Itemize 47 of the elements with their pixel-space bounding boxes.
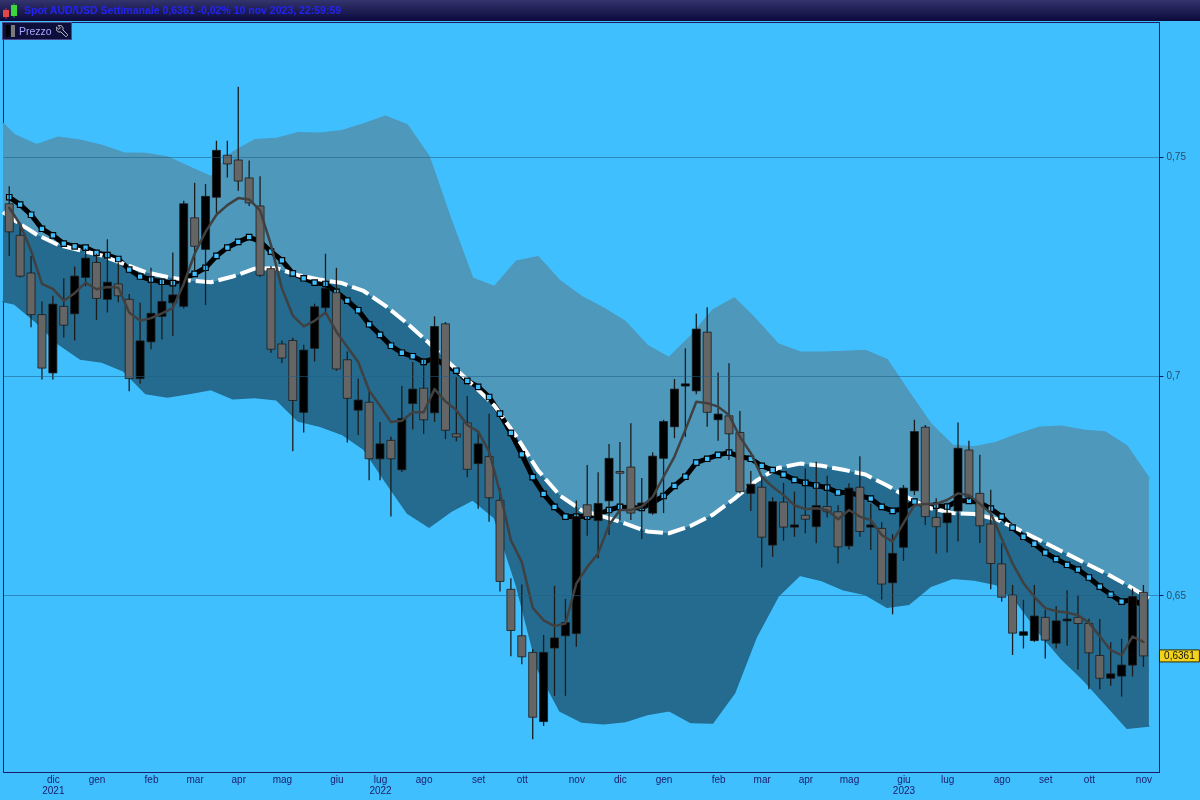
x-tick-label: lug bbox=[940, 773, 955, 785]
x-tick-label: mar bbox=[186, 773, 205, 785]
candlestick bbox=[233, 86, 243, 192]
y-tick-label: 0,75 bbox=[1166, 151, 1187, 163]
x-tick-label: ott bbox=[1083, 773, 1096, 785]
x-tick-label: dic bbox=[614, 773, 627, 785]
x-tick-label: ago bbox=[415, 773, 433, 785]
x-tick-label: mag bbox=[272, 773, 293, 785]
candlestick bbox=[1095, 618, 1105, 690]
x-tick-label: apr bbox=[231, 773, 247, 785]
x-tick-label: giu bbox=[330, 773, 344, 785]
x-tick-label: ago bbox=[993, 773, 1011, 785]
candlestick bbox=[451, 376, 461, 442]
candlestick bbox=[1106, 641, 1116, 687]
text: 0,6361 bbox=[1164, 649, 1196, 661]
candlestick bbox=[1019, 599, 1028, 650]
x-tick-label: set bbox=[472, 773, 486, 785]
x-tick-label: giu 2023 bbox=[892, 773, 916, 796]
x-tick-label: mag bbox=[839, 773, 860, 785]
candlestick bbox=[800, 467, 810, 534]
chart-title: Spot AUD/USD Settimanale 0,6361 -0,02% 10 nov 2023, 22:59:59 bbox=[24, 4, 342, 16]
y-tick-label: 0,7 bbox=[1166, 370, 1181, 382]
candlestick bbox=[408, 361, 418, 431]
x-tick-label: dic 2021 bbox=[42, 773, 65, 796]
candlestick bbox=[550, 585, 559, 697]
candlestick bbox=[1117, 638, 1127, 698]
x-tick-label: lug 2022 bbox=[369, 773, 393, 796]
x-tick-label: set bbox=[1039, 773, 1053, 785]
y-tick-label: 0,65 bbox=[1166, 589, 1187, 601]
x-tick-label: nov bbox=[1135, 773, 1152, 785]
x-tick-label: mar bbox=[753, 773, 772, 785]
candlestick bbox=[1040, 609, 1050, 660]
candlestick bbox=[81, 247, 90, 287]
x-tick-label: feb bbox=[711, 773, 726, 785]
x-tick-label: feb bbox=[144, 773, 159, 785]
panel-header: Prezzo bbox=[2, 22, 72, 40]
chart-subtitle: Prezzo bbox=[19, 25, 52, 37]
candlestick bbox=[790, 490, 799, 538]
candlestick bbox=[517, 583, 527, 665]
x-tick-label: ott bbox=[516, 773, 529, 785]
candlestick bbox=[561, 598, 570, 697]
x-tick-label: nov bbox=[568, 773, 585, 785]
x-tick-label: gen bbox=[655, 773, 673, 785]
candlestick bbox=[680, 347, 690, 438]
x-tick-label: apr bbox=[798, 773, 814, 785]
x-tick-label: gen bbox=[88, 773, 106, 785]
candlestick bbox=[222, 140, 232, 179]
